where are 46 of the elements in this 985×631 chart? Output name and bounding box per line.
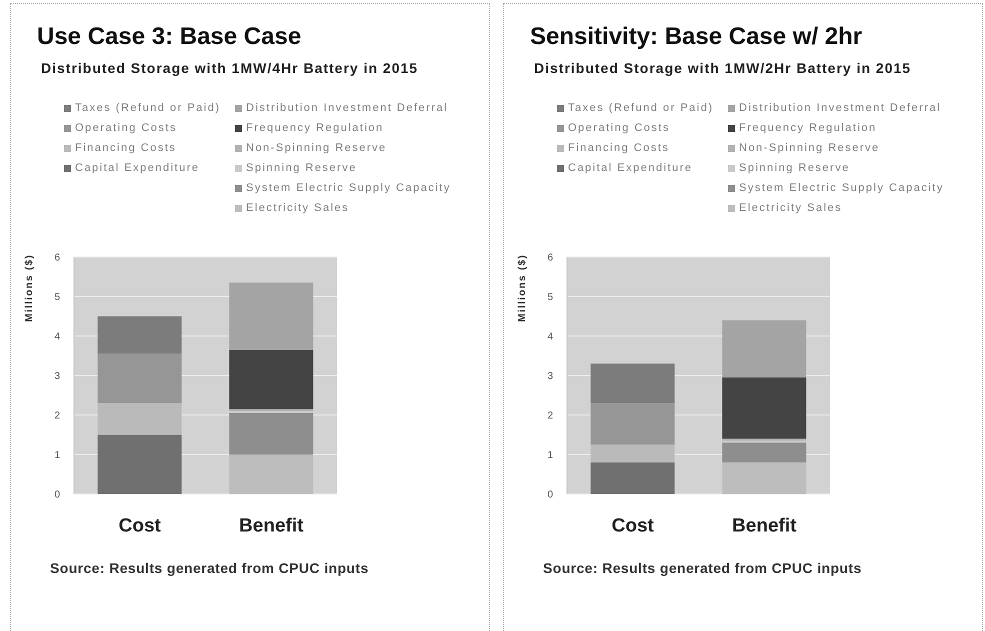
chart-subtitle: Distributed Storage with 1MW/2Hr Battery in 2015 bbox=[534, 60, 912, 76]
y-tick-label: 3 bbox=[547, 371, 554, 382]
y-tick-label: 0 bbox=[547, 490, 554, 501]
legend-label: Non-Spinning Reserve bbox=[739, 142, 880, 154]
source-note: Source: Results generated from CPUC inputs bbox=[543, 560, 862, 576]
chart-title: Sensitivity: Base Case w/ 2hr bbox=[530, 23, 862, 50]
y-tick-label: 6 bbox=[54, 252, 60, 264]
y-tick-label: 4 bbox=[54, 332, 60, 343]
x-tick-label: Benefit bbox=[732, 515, 798, 536]
x-tick-label: Benefit bbox=[239, 515, 304, 536]
legend-label: Electricity Sales bbox=[246, 202, 350, 214]
y-tick-label: 5 bbox=[54, 292, 60, 304]
legend-label: Capital Expenditure bbox=[568, 162, 693, 174]
y-tick-label: 5 bbox=[547, 292, 554, 304]
legend-label: Distribution Investment Deferral bbox=[739, 102, 942, 114]
y-tick-label: 2 bbox=[547, 410, 554, 422]
legend-label: Operating Costs bbox=[568, 122, 670, 134]
y-tick-label: 1 bbox=[547, 450, 554, 462]
legend-label: Spinning Reserve bbox=[246, 162, 357, 174]
y-tick-label: 3 bbox=[54, 371, 60, 382]
y-axis-title: Millions ($) bbox=[517, 254, 528, 322]
legend-label: Spinning Reserve bbox=[739, 162, 850, 174]
y-tick-label: 2 bbox=[54, 410, 60, 422]
legend-label: System Electric Supply Capacity bbox=[739, 182, 944, 194]
legend-label: Non-Spinning Reserve bbox=[246, 142, 387, 154]
legend-label: Financing Costs bbox=[568, 142, 670, 154]
legend-label: System Electric Supply Capacity bbox=[246, 182, 451, 194]
legend-label: Taxes (Refund or Paid) bbox=[75, 102, 220, 114]
legend-label: Electricity Sales bbox=[739, 202, 842, 214]
legend-label: Capital Expenditure bbox=[75, 162, 200, 174]
legend-label: Frequency Regulation bbox=[739, 122, 877, 134]
y-axis-title: Millions ($) bbox=[24, 254, 35, 322]
legend-label: Operating Costs bbox=[75, 122, 177, 134]
legend-label: Financing Costs bbox=[75, 142, 176, 154]
y-tick-label: 6 bbox=[547, 252, 554, 264]
y-tick-label: 1 bbox=[54, 450, 60, 462]
chart-title: Use Case 3: Base Case bbox=[37, 23, 302, 50]
y-tick-label: 0 bbox=[54, 490, 60, 501]
x-tick-label: Cost bbox=[612, 515, 655, 536]
y-tick-label: 4 bbox=[547, 332, 554, 343]
legend-label: Taxes (Refund or Paid) bbox=[568, 102, 714, 114]
source-note: Source: Results generated from CPUC inputs bbox=[50, 560, 369, 576]
x-tick-label: Cost bbox=[118, 515, 162, 536]
legend-label: Frequency Regulation bbox=[246, 122, 384, 134]
legend-label: Distribution Investment Deferral bbox=[246, 102, 448, 114]
chart-subtitle: Distributed Storage with 1MW/4Hr Battery in 2015 bbox=[41, 60, 418, 76]
